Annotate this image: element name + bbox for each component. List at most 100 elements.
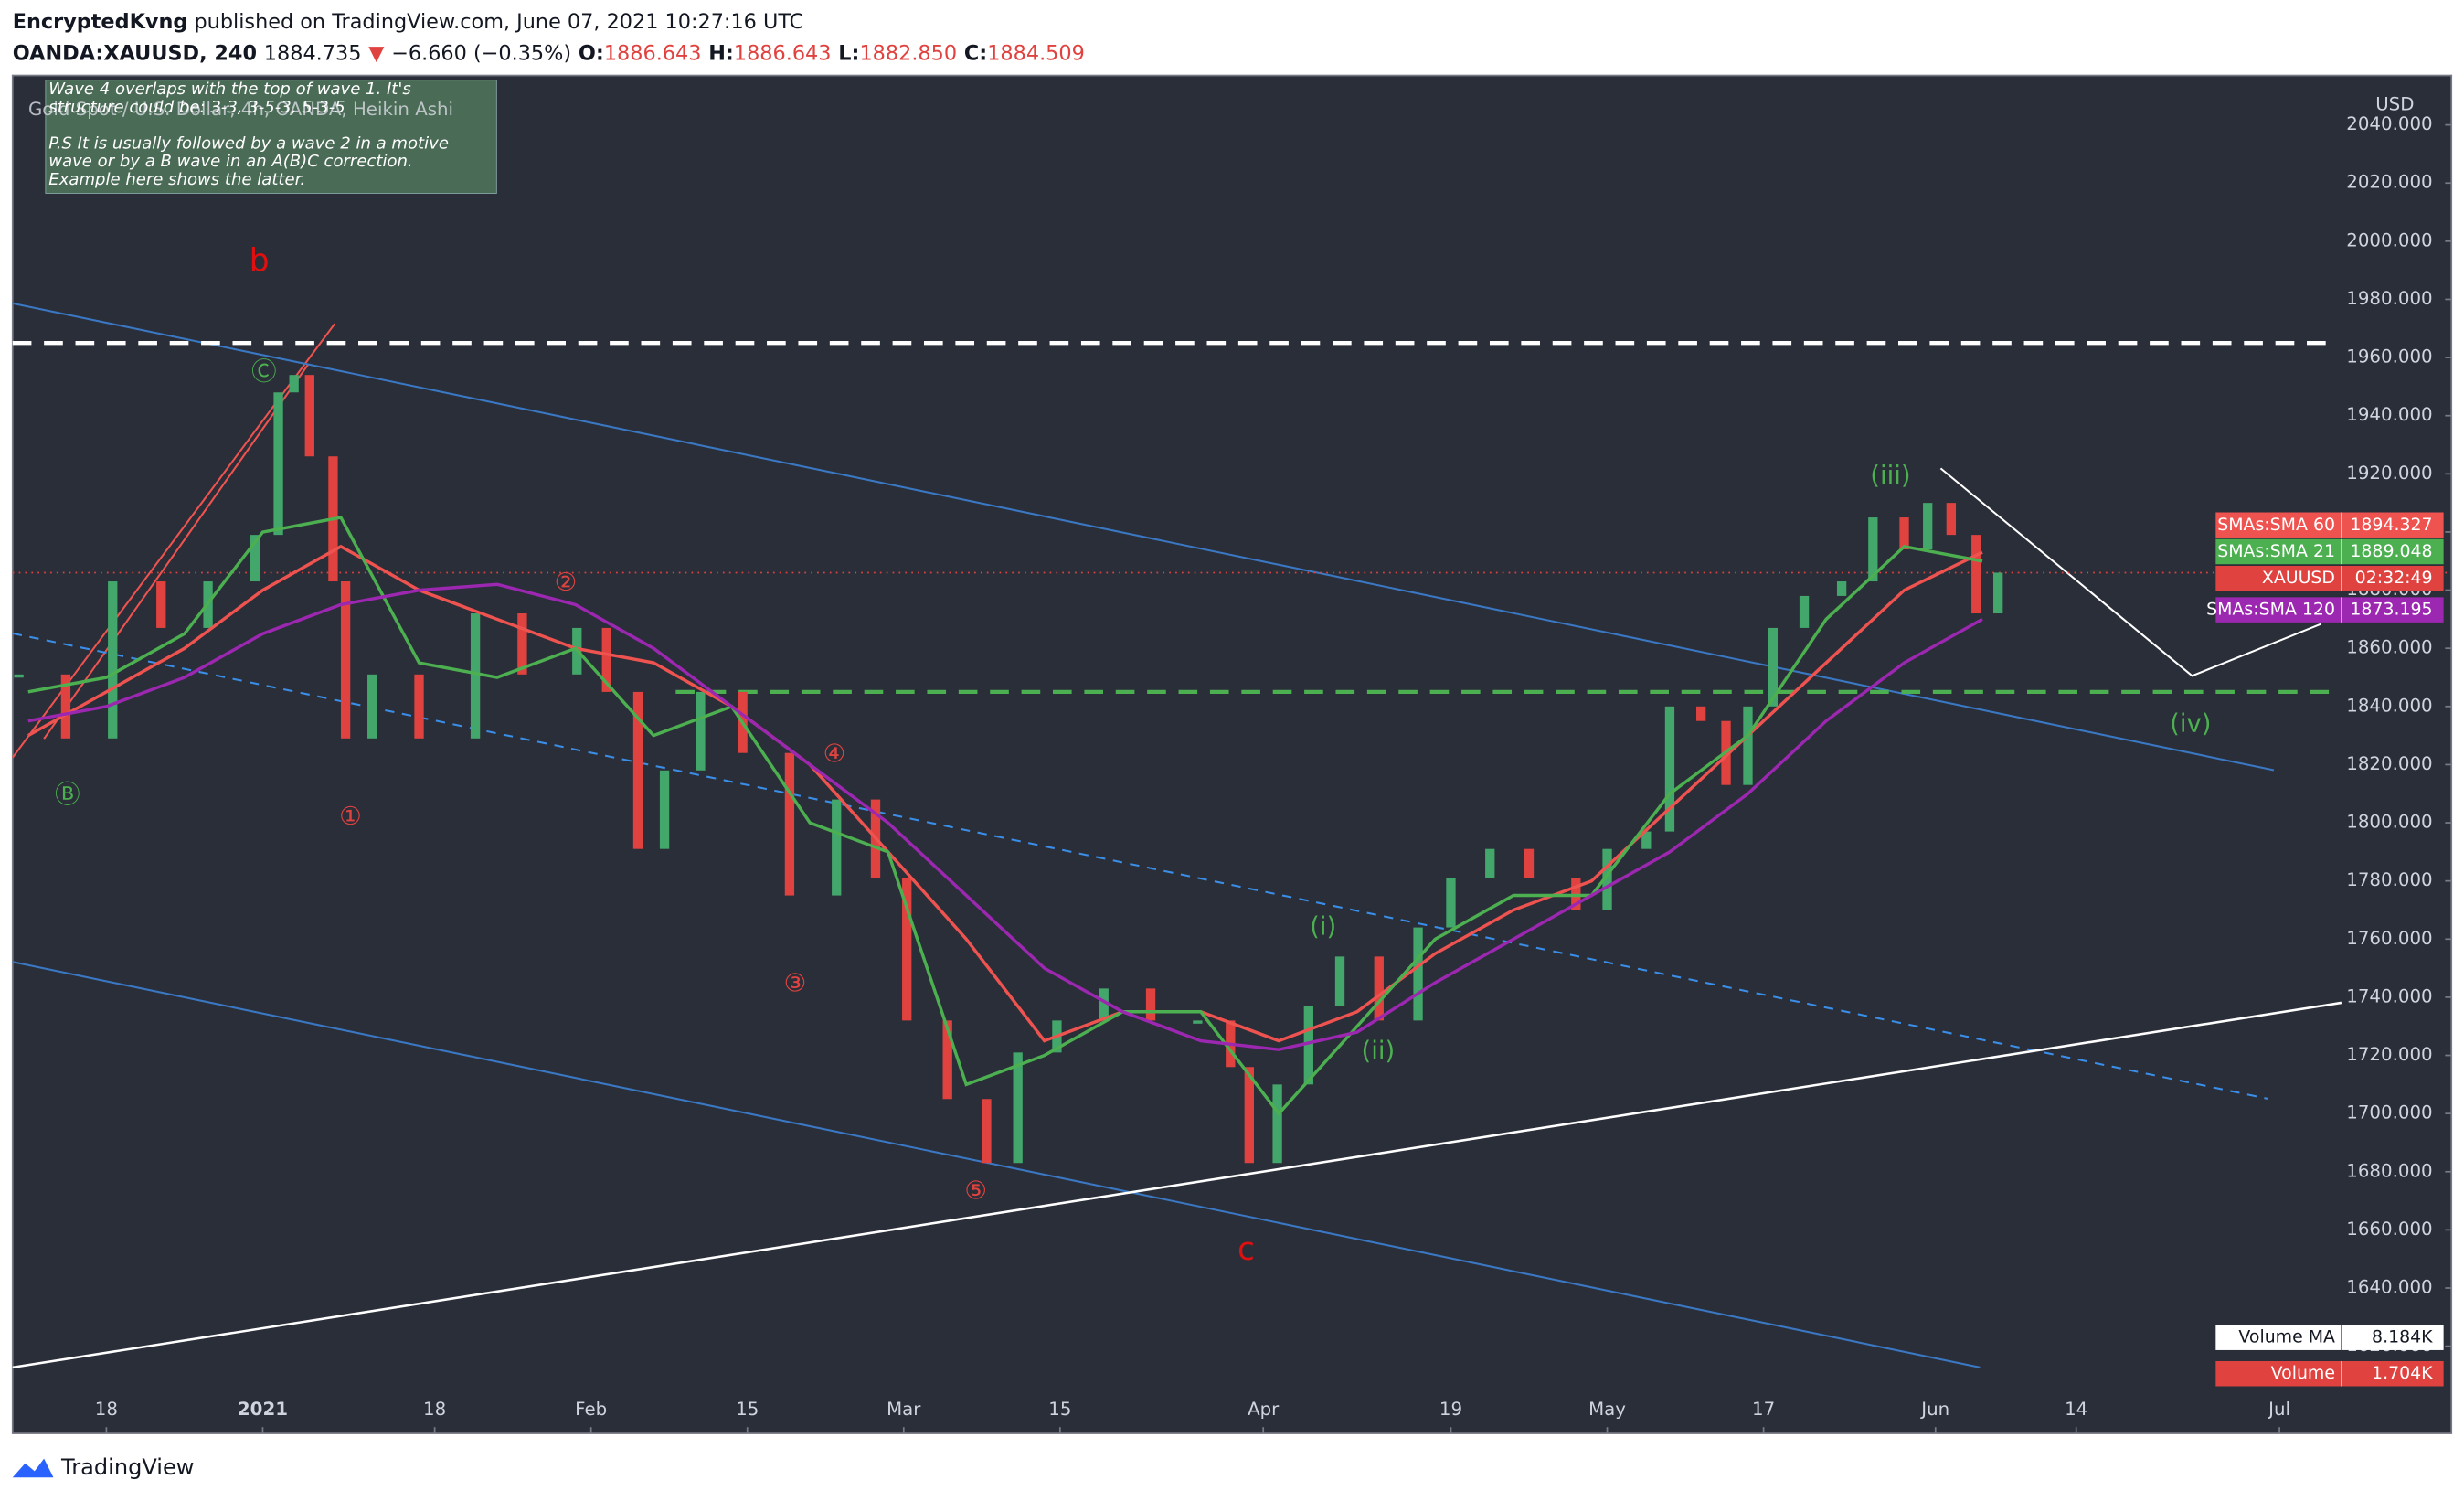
y-tick-label: 1980.000 <box>2346 288 2432 309</box>
axis-label-box <box>2215 1325 2444 1350</box>
wave-label: (iv) <box>2170 709 2211 739</box>
candle <box>1923 503 1933 550</box>
candle <box>108 581 118 739</box>
note-box <box>45 80 497 194</box>
candle <box>1602 848 1612 910</box>
candle <box>273 392 283 536</box>
candle <box>1413 927 1423 1021</box>
y-tick-label: 1800.000 <box>2346 812 2432 833</box>
y-tick-label: 1720.000 <box>2346 1044 2432 1065</box>
x-tick-label: 17 <box>1752 1399 1775 1420</box>
candle <box>902 878 912 1021</box>
axis-label-value: 1873.195 <box>2350 600 2432 620</box>
wave-label: ⑤ <box>964 1176 987 1205</box>
wave-label: b <box>250 243 270 280</box>
symbol: OANDA:XAUUSD, 240 <box>13 41 257 65</box>
y-tick-label: 2040.000 <box>2346 113 2432 134</box>
c-label: C: <box>964 41 987 65</box>
note-line: Wave 4 overlaps with the top of wave 1. … <box>48 80 411 99</box>
candle <box>696 691 706 771</box>
candle <box>1899 517 1909 550</box>
sma-line <box>27 582 1983 1051</box>
footer-text: TradingView <box>60 1454 194 1480</box>
y-tick-label: 1960.000 <box>2346 346 2432 367</box>
support-line <box>12 1001 2342 1369</box>
y-tick-label: 1700.000 <box>2346 1102 2432 1123</box>
wave-label: (i) <box>1310 911 1336 941</box>
axis-label-box <box>2215 1360 2444 1387</box>
y-tick-label: 1940.000 <box>2346 404 2432 425</box>
wave-label: (iii) <box>1870 461 1910 490</box>
wave-label: ① <box>339 802 362 831</box>
candle <box>367 674 377 739</box>
candle <box>1696 706 1706 721</box>
y-tick-label: 1760.000 <box>2346 928 2432 949</box>
axis-label-value: 8.184K <box>2372 1327 2433 1347</box>
h: 1886.643 <box>734 41 832 65</box>
x-tick-label: 18 <box>95 1399 118 1420</box>
note-line: P.S It is usually followed by a wave 2 i… <box>48 133 449 153</box>
candle <box>470 613 481 739</box>
candle <box>601 627 611 692</box>
channel-line <box>12 302 2275 772</box>
y-tick-label: 1820.000 <box>2346 753 2432 774</box>
candle <box>1446 878 1456 928</box>
footer: TradingView <box>12 1454 194 1480</box>
h-label: H: <box>708 41 734 65</box>
axis-label-value: 02:32:49 <box>2355 568 2433 588</box>
candle <box>289 375 299 393</box>
y-tick-label: 1860.000 <box>2346 637 2432 658</box>
x-tick-label: Apr <box>1248 1399 1280 1420</box>
plot-area <box>11 74 2453 1434</box>
candle <box>1641 831 1652 849</box>
candle <box>982 1099 992 1164</box>
y-tick-label: 1920.000 <box>2346 463 2432 484</box>
axis-label-box <box>2215 597 2444 623</box>
axis-label-name: SMAs:SMA 120 <box>2206 600 2335 620</box>
x-tick-label: Mar <box>887 1399 921 1420</box>
logo <box>12 1458 54 1478</box>
axis-label-name: XAUUSD <box>2262 568 2335 588</box>
candle <box>1334 956 1345 1006</box>
candle <box>659 770 670 849</box>
y-tick-label: 2020.000 <box>2346 172 2432 193</box>
candle <box>250 535 260 582</box>
candle <box>1013 1052 1023 1164</box>
candle <box>1836 581 1847 596</box>
l-label: L: <box>838 41 859 65</box>
header-line-2: OANDA:XAUUSD, 240 1884.735 ▼ −6.660 (−0.… <box>13 41 1085 65</box>
x-tick-label: May <box>1588 1399 1626 1420</box>
drawings <box>11 302 2342 1369</box>
candle <box>1799 595 1810 628</box>
candle <box>942 1020 952 1100</box>
x-tick-label: 18 <box>423 1399 446 1420</box>
candle <box>1193 1020 1203 1024</box>
note-text: Wave 4 overlaps with the top of wave 1. … <box>48 80 449 189</box>
x-tick-label: 15 <box>736 1399 759 1420</box>
x-tick-label: Feb <box>575 1399 607 1420</box>
axis-label-name: SMAs:SMA 60 <box>2217 515 2335 535</box>
candle <box>1868 517 1878 582</box>
legend: Gold Spot / U.S. Dollar, 4h, OANDA, Heik… <box>28 99 453 120</box>
author: EncryptedKvng <box>13 10 188 34</box>
candle <box>14 674 24 678</box>
candle <box>1743 706 1753 785</box>
wave-label: c <box>1237 1231 1255 1268</box>
note-line: structure could be: 3-3, 3-5-3, 5-3-5 <box>48 98 345 117</box>
wave-label: ④ <box>823 739 846 768</box>
candle <box>632 691 643 849</box>
o-label: O: <box>579 41 604 65</box>
note-line: wave or by a B wave in an A(B)C correcti… <box>48 152 412 171</box>
axis-label-name: Volume <box>2271 1363 2335 1383</box>
candle <box>832 799 842 896</box>
candle <box>517 613 527 675</box>
sma-line <box>27 544 1983 1043</box>
candle <box>784 752 795 896</box>
candle <box>1374 956 1384 1021</box>
o: 1886.643 <box>604 41 702 65</box>
c: 1884.509 <box>987 41 1085 65</box>
candle <box>1244 1067 1254 1164</box>
candle <box>1664 706 1675 832</box>
axis-label-name: SMAs:SMA 21 <box>2217 541 2335 561</box>
